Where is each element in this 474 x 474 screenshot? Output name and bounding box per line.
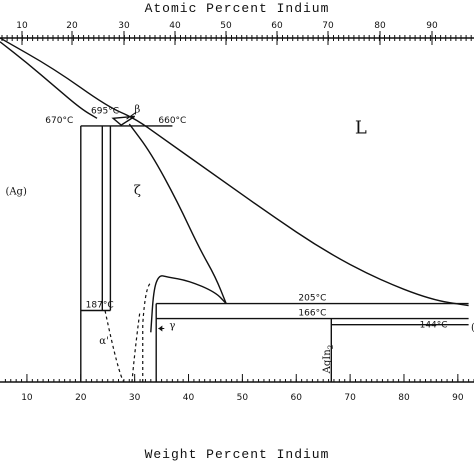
bottom-axis-title: Weight Percent Indium [145, 447, 330, 462]
top-tick-label: 30 [118, 21, 130, 31]
beta-region [111, 115, 136, 127]
bottom-tick-label: 30 [129, 393, 141, 403]
phase-label-liquid: L [355, 118, 367, 139]
bottom-tick-label: 90 [452, 393, 464, 403]
bottom-tick-label: 80 [398, 393, 410, 403]
phase-label-agin2-sub: 2 [327, 345, 335, 349]
temp-annotation-t166: 166°C [298, 309, 326, 319]
labels-layer: L (Ag) ζ β α' γ AgIn2 (695°C 670°C 660°C 187°C 205°… [5, 105, 474, 375]
phase-label-gamma: γ [169, 320, 175, 331]
temp-annotation-t695: 695°C [91, 106, 119, 116]
top-tick-label: 90 [426, 21, 438, 31]
gamma-dome-curve [150, 275, 227, 333]
top-tick-label: 60 [271, 21, 283, 31]
temp-annotation-t670: 670°C [45, 116, 73, 126]
top-tick-label: 40 [169, 21, 181, 31]
top-tick-label: 70 [322, 21, 334, 31]
phase-label-alpha: α' [99, 336, 109, 347]
gamma-dashed-left [142, 282, 153, 382]
curves-layer [0, 37, 469, 383]
zeta-boundary-curve [128, 123, 227, 304]
top-tick-label: 50 [220, 21, 232, 31]
bottom-tick-label: 40 [183, 393, 195, 403]
temp-annotation-t144: 144°C [420, 320, 448, 330]
top-tick-label: 80 [374, 21, 386, 31]
phase-label-agin2: AgIn2 [322, 345, 335, 374]
gamma-arrowhead [158, 325, 163, 332]
top-tick-label: 10 [16, 21, 28, 31]
beta-pointer [126, 112, 137, 120]
liquidus-curve [0, 37, 469, 307]
phase-label-ag: (Ag) [5, 187, 27, 198]
temp-annotation-t660: 660°C [158, 116, 186, 126]
solidus-ag-curve [0, 41, 98, 119]
phase-label-zeta: ζ [134, 184, 141, 199]
bottom-tick-label: 60 [291, 393, 303, 403]
bottom-tick-label: 10 [21, 393, 33, 403]
alpha-dashed-left [104, 310, 125, 383]
bottom-tick-label: 50 [237, 393, 249, 403]
top-tick-label: 20 [66, 21, 78, 31]
phase-label-in: ( [471, 322, 474, 333]
phase-label-beta: β [134, 105, 140, 116]
bottom-tick-label: 70 [344, 393, 356, 403]
bottom-tick-label: 20 [75, 393, 87, 403]
axes-layer: Atomic Percent Indium 10 20 30 40 50 60 70 80 90 W… [0, 1, 474, 462]
temp-annotation-t205: 205°C [298, 294, 326, 304]
temp-annotation-t187: 187°C [86, 301, 114, 311]
top-axis-title: Atomic Percent Indium [145, 1, 330, 16]
alpha-dashed-right [131, 310, 141, 383]
